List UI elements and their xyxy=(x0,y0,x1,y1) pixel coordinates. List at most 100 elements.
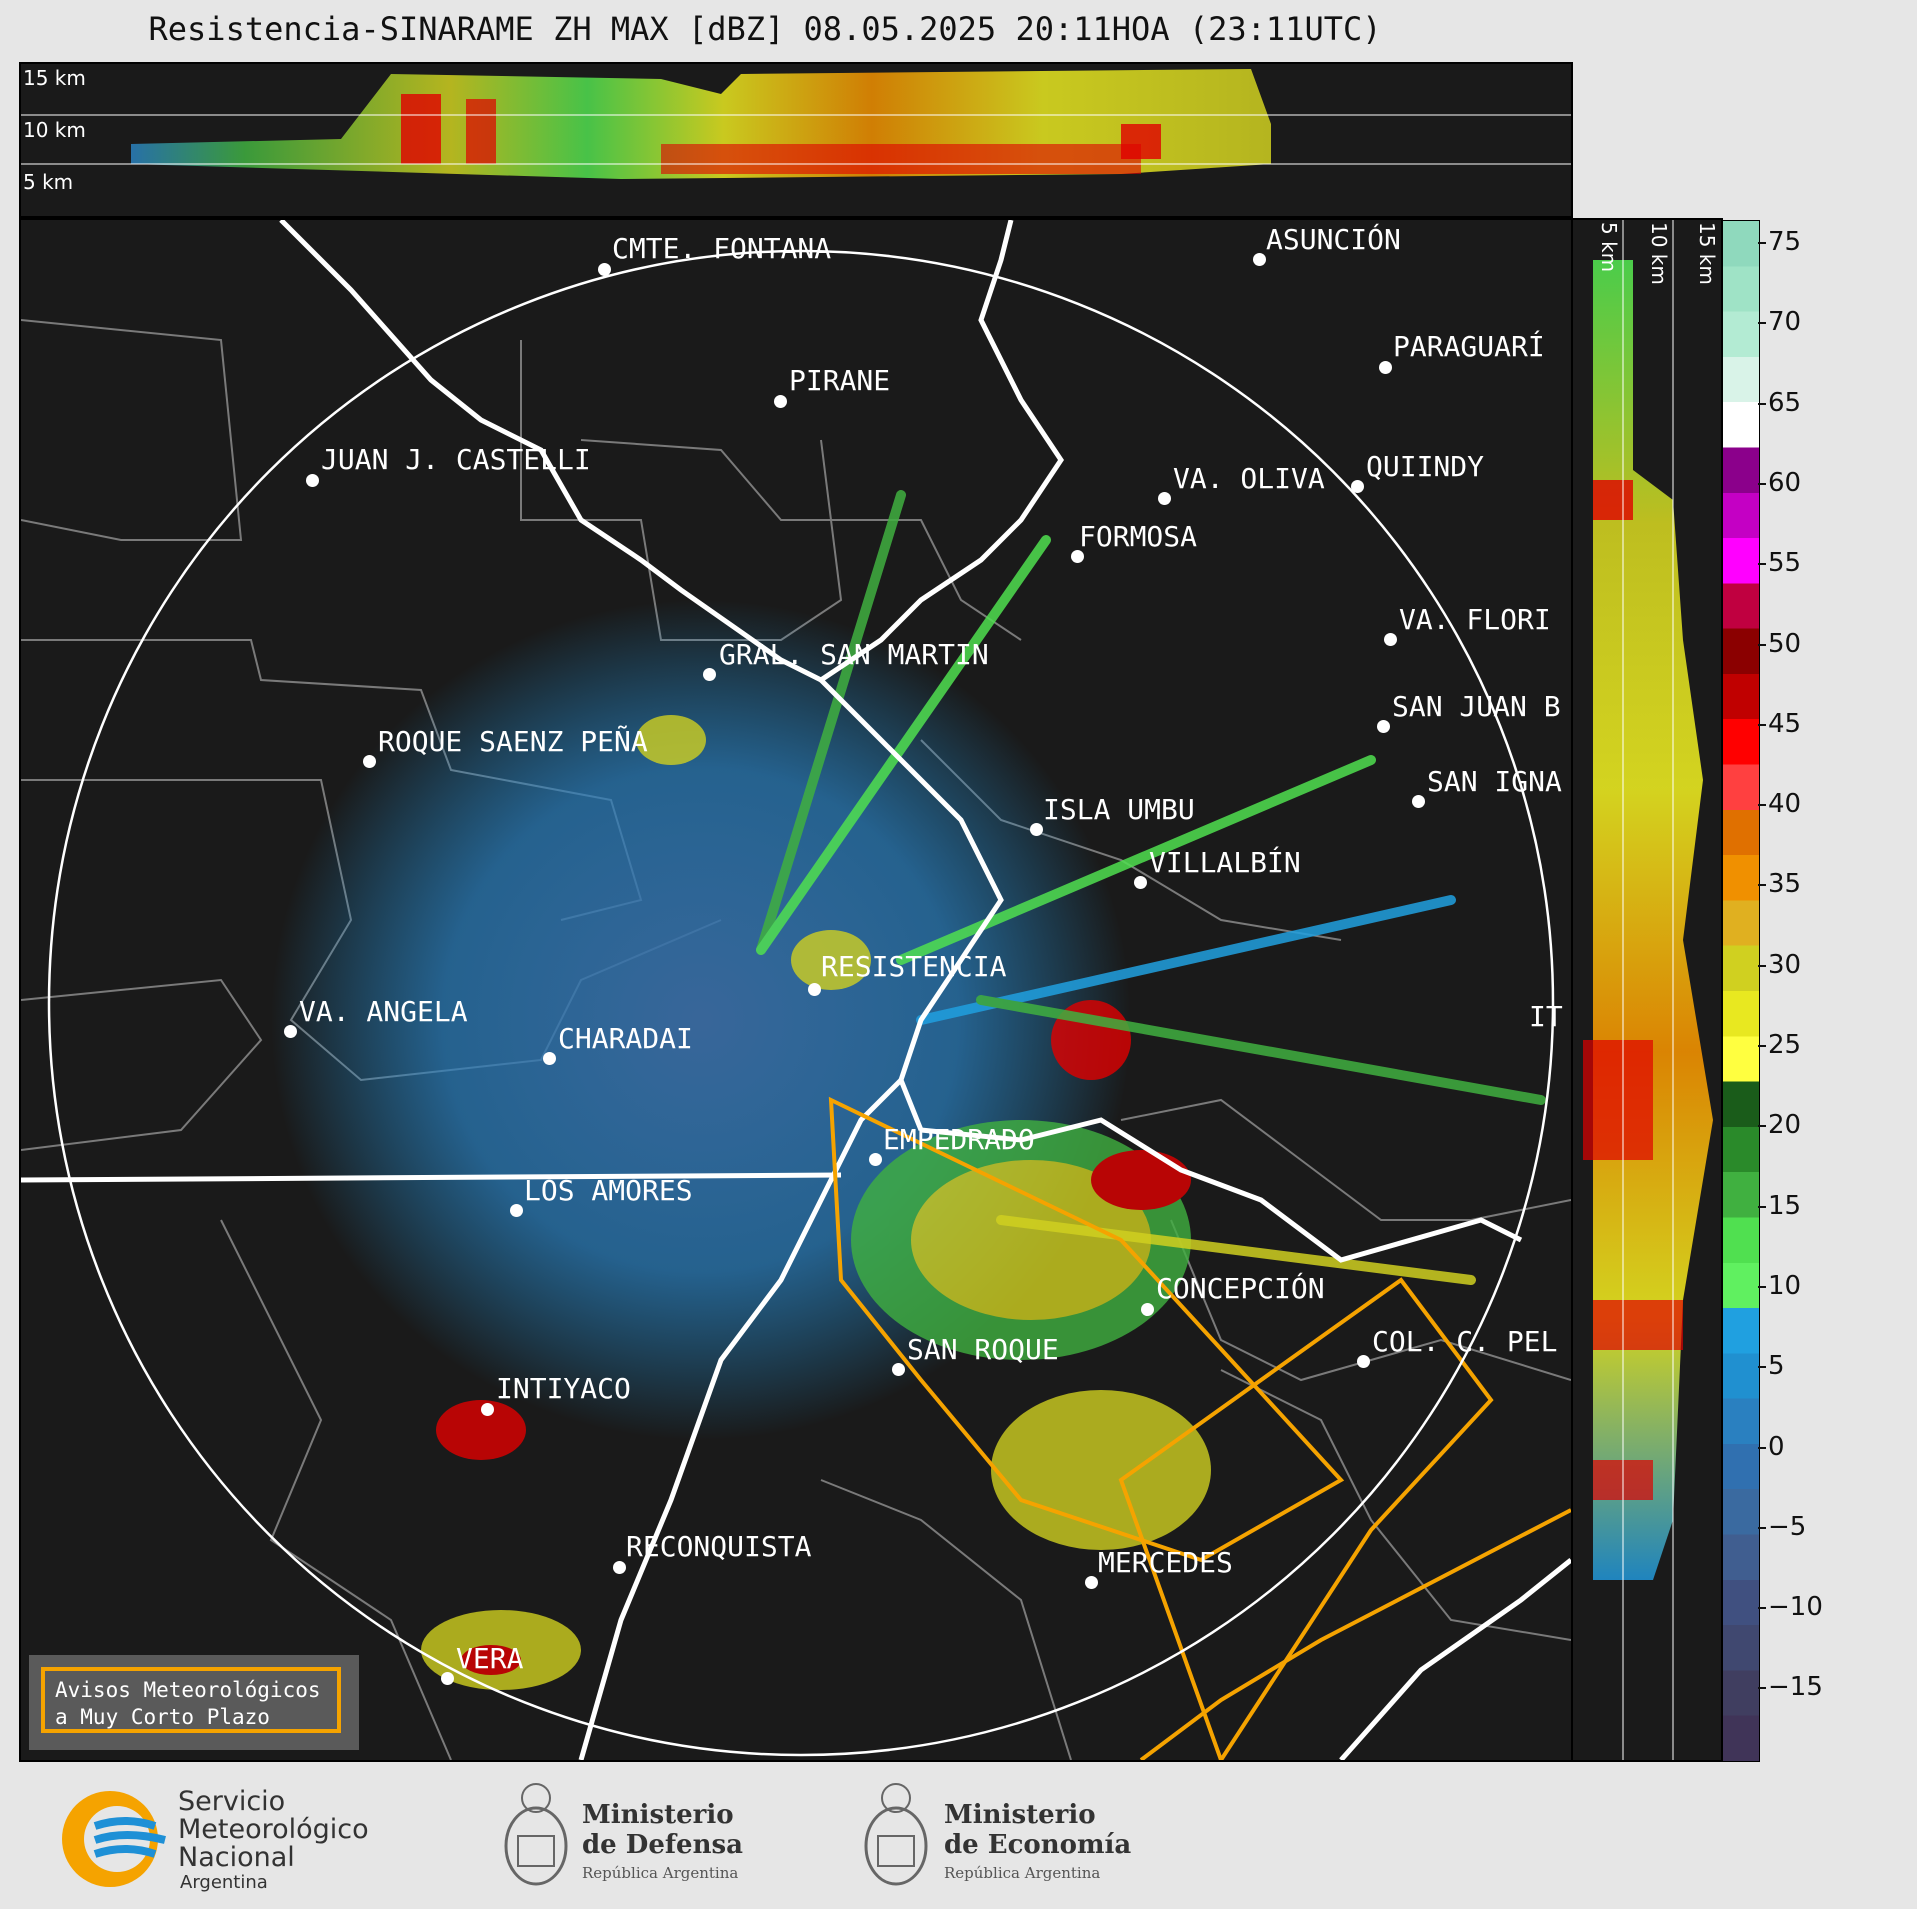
colorbar-tick-mark xyxy=(1758,482,1766,485)
colorbar-tick-label: 25 xyxy=(1768,1030,1802,1060)
city-label-va-angela: VA. ANGELA xyxy=(299,995,468,1028)
radar-map-graphic xyxy=(21,220,1571,1760)
city-label-asuncion: ASUNCIÓN xyxy=(1266,223,1401,256)
colorbar-tick-mark xyxy=(1758,402,1766,405)
city-label-col-c-pel: COL. C. PEL xyxy=(1372,1325,1558,1358)
colorbar-tick-mark xyxy=(1758,1526,1766,1529)
argentina-coat-of-arms-icon-2 xyxy=(864,1783,928,1886)
city-label-concepcion: CONCEPCIÓN xyxy=(1156,1272,1325,1305)
city-label-va-flori: VA. FLORI xyxy=(1399,603,1551,636)
avisos-line1: Avisos Meteorológicos xyxy=(55,1678,321,1702)
city-label-charadai: CHARADAI xyxy=(558,1022,693,1055)
side-cross-section-panel: 5 km 10 km 15 km xyxy=(1571,218,1723,1762)
city-marker-formosa xyxy=(1071,550,1084,563)
city-marker-va-angela xyxy=(284,1025,297,1038)
city-marker-san-ignacio xyxy=(1412,795,1425,808)
city-marker-villalbin xyxy=(1134,876,1147,889)
city-marker-pirane xyxy=(774,395,787,408)
colorbar-tick-label: 50 xyxy=(1768,628,1802,659)
city-label-va-oliva: VA. OLIVA xyxy=(1173,462,1325,495)
avisos-button[interactable]: Avisos Meteorológicos a Muy Corto Plazo xyxy=(29,1655,359,1750)
city-label-san-igna: SAN IGNA xyxy=(1427,765,1562,798)
colorbar-tick-mark xyxy=(1758,1285,1766,1288)
height-label-15km: 15 km xyxy=(23,66,86,90)
city-marker-los-amores xyxy=(510,1204,523,1217)
colorbar-tick-label: 70 xyxy=(1768,307,1802,338)
city-marker-roque-saenz-pena xyxy=(363,755,376,768)
colorbar-tick-mark xyxy=(1758,964,1766,967)
city-marker-paraguari xyxy=(1379,361,1392,374)
colorbar-tick-mark xyxy=(1758,322,1766,325)
city-label-reconquista: RECONQUISTA xyxy=(626,1530,812,1563)
argentina-coat-of-arms-icon xyxy=(504,1783,568,1886)
smn-logo-icon xyxy=(62,1791,166,1887)
city-marker-va-oliva xyxy=(1158,492,1171,505)
city-label-pirane: PIRANE xyxy=(789,364,891,397)
defensa-line2: de Defensa xyxy=(582,1830,743,1860)
city-marker-empedrado xyxy=(869,1153,882,1166)
city-marker-col-c-pellegrini xyxy=(1357,1355,1370,1368)
city-label-villalbin: VILLALBÍN xyxy=(1149,846,1301,879)
city-label-intiyaco: INTIYACO xyxy=(496,1372,631,1405)
colorbar-tick-label: 45 xyxy=(1768,708,1802,739)
city-label-cmte-fontana: CMTE. FONTANA xyxy=(612,232,832,265)
radar-spokes xyxy=(756,490,1546,1285)
city-label-mercedes: MERCEDES xyxy=(1098,1546,1233,1579)
city-marker-vera xyxy=(441,1672,454,1685)
colorbar-tick-label: 65 xyxy=(1768,387,1802,418)
international-border xyxy=(21,220,1571,1760)
colorbar-tick-label: 5 xyxy=(1768,1351,1785,1382)
colorbar-tick-label: 40 xyxy=(1768,789,1802,820)
colorbar-tick-mark xyxy=(1758,1687,1766,1690)
height-label-5km: 5 km xyxy=(23,170,74,194)
city-label-los-amores: LOS AMORES xyxy=(524,1174,693,1207)
colorbar-tick-label: 35 xyxy=(1768,869,1802,900)
city-label-san-roque: SAN ROQUE xyxy=(907,1333,1059,1366)
colorbar-tick-mark xyxy=(1758,1205,1766,1208)
colorbar-tick-label: −15 xyxy=(1768,1672,1823,1703)
smn-name-line2: Meteorológico xyxy=(178,1814,369,1845)
smn-name-line1: Servicio xyxy=(178,1786,286,1817)
colorbar-tick-label: 15 xyxy=(1768,1190,1802,1221)
page-title: Resistencia-SINARAME ZH MAX [dBZ] 08.05.… xyxy=(148,10,1382,48)
side-height-label-15km: 15 km xyxy=(1695,222,1719,285)
colorbar-tick-label: 55 xyxy=(1768,548,1802,579)
colorbar-tick-label: −5 xyxy=(1768,1511,1807,1542)
city-label-san-juan-b: SAN JUAN B xyxy=(1392,690,1561,723)
warning-polygons xyxy=(828,1096,1571,1760)
top-cross-section-graphic xyxy=(21,69,1571,179)
city-label-roque-saenz-pena: ROQUE SAENZ PEÑA xyxy=(378,725,648,758)
defensa-line1: Ministerio xyxy=(582,1800,734,1830)
city-label-isla-umbu: ISLA UMBU xyxy=(1043,793,1195,826)
colorbar-tick-label: 20 xyxy=(1768,1110,1802,1141)
city-marker-san-juan-b xyxy=(1377,720,1390,733)
colorbar-tick-mark xyxy=(1758,1366,1766,1369)
city-marker-reconquista xyxy=(613,1561,626,1574)
economia-line2: de Economía xyxy=(944,1830,1132,1860)
city-marker-concepcion xyxy=(1141,1303,1154,1316)
colorbar-tick-label: 0 xyxy=(1768,1431,1785,1462)
side-cross-section-graphic xyxy=(1583,220,1713,1760)
defensa-line3: República Argentina xyxy=(582,1864,739,1882)
side-height-label-5km: 5 km xyxy=(1597,222,1621,273)
city-label-gral-san-martin: GRAL. SAN MARTIN xyxy=(719,638,989,671)
footer: Servicio Meteorológico Nacional Argentin… xyxy=(0,1762,1917,1909)
colorbar-tick-mark xyxy=(1758,884,1766,887)
economia-line3: República Argentina xyxy=(944,1864,1101,1882)
colorbar-tick-mark xyxy=(1758,804,1766,807)
city-label-resistencia: RESISTENCIA xyxy=(821,950,1007,983)
top-cross-section-panel: 15 km 10 km 5 km xyxy=(19,62,1573,218)
avisos-line2: a Muy Corto Plazo xyxy=(55,1705,270,1729)
city-marker-fontana xyxy=(598,263,611,276)
radar-map[interactable]: CMTE. FONTANA ASUNCIÓN PARAGUARÍ PIRANE … xyxy=(19,218,1573,1762)
city-marker-va-florida xyxy=(1384,633,1397,646)
city-marker-gral-san-martin xyxy=(703,668,716,681)
city-label-quiindy: QUIINDY xyxy=(1366,450,1485,483)
city-label-it: IT xyxy=(1529,1000,1563,1033)
city-marker-san-roque xyxy=(892,1363,905,1376)
city-marker-charadai xyxy=(543,1052,556,1065)
city-marker-isla-umbu xyxy=(1030,823,1043,836)
colorbar-tick-mark xyxy=(1758,1125,1766,1128)
avisos-box[interactable]: Avisos Meteorológicos a Muy Corto Plazo xyxy=(41,1667,341,1733)
city-marker-asuncion xyxy=(1253,253,1266,266)
